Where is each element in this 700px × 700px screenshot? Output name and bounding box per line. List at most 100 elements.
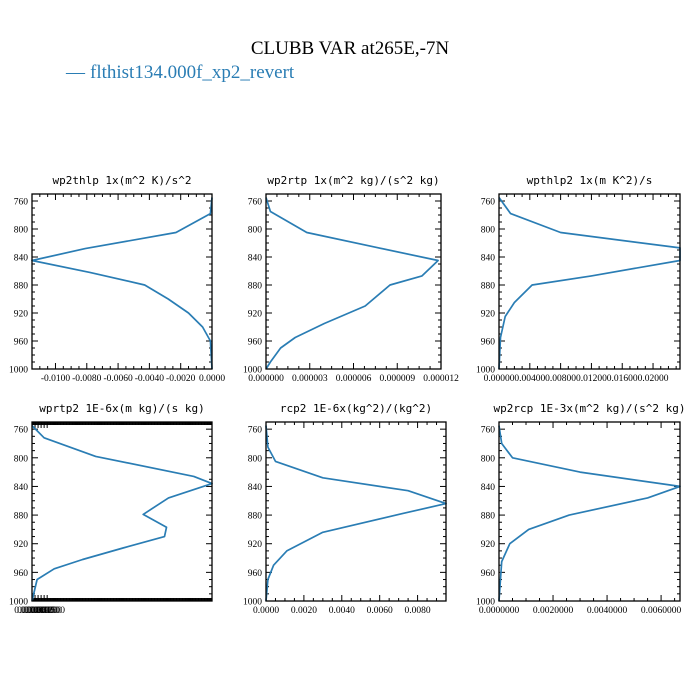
y-tick-label: 960 (14, 338, 29, 348)
chart-panel-2: wp2rtp 1x(m^2 kg)/(s^2 kg) 760 800 840 880 92… (243, 174, 459, 384)
y-tick-label: 1000 (9, 366, 28, 376)
x-tick-label: 0.000012 (423, 374, 459, 384)
panel-title: wp2thlp 1x(m^2 K)/s^2 (52, 174, 191, 187)
y-tick-label: 1000 (476, 598, 495, 608)
x-tick-label: 0.0040000 (587, 606, 628, 616)
x-tick-label: -0.0020 (166, 374, 196, 384)
x-tick-label: -0.0080 (72, 374, 102, 384)
x-tick-label: 0.0060 (367, 606, 393, 616)
chart-panel-3: wpthlp2 1x(m K^2)/s 760 800 840 880 920 960 100… (476, 174, 681, 384)
y-tick-label: 760 (481, 198, 496, 208)
y-tick-label: 840 (248, 254, 263, 264)
y-tick-label: 960 (481, 569, 496, 579)
legend-line-marker: — (65, 62, 86, 83)
series-line-1 (498, 425, 681, 602)
x-tick-label: 0.001500 (29, 606, 65, 616)
y-tick-label: 960 (14, 569, 29, 579)
plot-frame (498, 421, 681, 602)
x-tick-label: 0.0080 (405, 606, 431, 616)
y-tick-label: 880 (248, 512, 263, 522)
plot-frame (31, 421, 213, 602)
panel-title: wp2rtp 1x(m^2 kg)/(s^2 kg) (267, 174, 439, 187)
y-tick-label: 920 (481, 310, 496, 320)
y-tick-label: 920 (248, 310, 263, 320)
y-tick-label: 840 (14, 254, 29, 264)
y-tick-label: 760 (248, 426, 263, 436)
panel-title: wpthlp2 1x(m K^2)/s (527, 174, 653, 187)
y-tick-label: 840 (14, 483, 29, 493)
x-tick-label: 0.0060000 (641, 606, 682, 616)
x-tick-label: 0.00400 (514, 374, 545, 384)
y-tick-label: 1000 (476, 366, 495, 376)
panel-title: wprtp2 1E-6x(m kg)/(s kg) (39, 402, 205, 415)
series-line-1 (265, 197, 439, 370)
y-tick-label: 920 (248, 540, 263, 550)
x-tick-label: 0.00800 (545, 374, 576, 384)
y-tick-label: 960 (248, 569, 263, 579)
x-tick-label: 0.0000000 (479, 606, 520, 616)
y-tick-label: 760 (14, 198, 29, 208)
series-line-1 (31, 425, 213, 602)
x-tick-label: 0.02000 (638, 374, 669, 384)
y-tick-label: 760 (481, 426, 496, 436)
y-tick-label: 800 (481, 226, 496, 236)
figure-legend: — flthist134.000f_xp2_revert (65, 62, 295, 83)
x-tick-label: 0.000009 (379, 374, 415, 384)
x-tick-label: 0.0020000 (533, 606, 574, 616)
y-tick-label: 880 (14, 282, 29, 292)
plot-frame (265, 421, 447, 602)
y-tick-label: 880 (481, 512, 496, 522)
y-tick-label: 960 (481, 338, 496, 348)
chart-panel-1: wp2thlp 1x(m^2 K)/s^2 760 800 840 880 920 960 1… (9, 174, 225, 384)
y-tick-label: 840 (248, 483, 263, 493)
series-line-1 (498, 197, 681, 370)
plot-frame (265, 193, 442, 370)
y-tick-label: 960 (248, 338, 263, 348)
x-tick-label: -0.0060 (103, 374, 133, 384)
y-tick-label: 880 (248, 282, 263, 292)
y-tick-label: 840 (481, 483, 496, 493)
y-tick-label: 880 (14, 512, 29, 522)
x-tick-label: 0.0000 (199, 374, 225, 384)
x-tick-label: 0.00000 (484, 374, 515, 384)
plot-frame (31, 193, 213, 370)
x-tick-label: 0.000003 (292, 374, 328, 384)
y-tick-label: 1000 (9, 598, 28, 608)
x-tick-label: 0.000300 (17, 606, 53, 616)
x-tick-label: 0.000000 (14, 606, 50, 616)
x-tick-label: 0.000000 (248, 374, 284, 384)
panel-grid: wp2thlp 1x(m^2 K)/s^2 760 800 840 880 920 960 1… (9, 174, 686, 616)
x-tick-label: -0.0100 (41, 374, 71, 384)
series-line-1 (265, 425, 447, 602)
x-tick-label: 0.000006 (336, 374, 372, 384)
y-tick-label: 920 (481, 540, 496, 550)
x-tick-label: 0.001200 (26, 606, 62, 616)
x-tick-label: -0.0040 (135, 374, 165, 384)
y-tick-label: 800 (248, 226, 263, 236)
y-tick-label: 920 (14, 310, 29, 320)
y-tick-label: 800 (14, 226, 29, 236)
y-tick-label: 800 (248, 454, 263, 464)
y-tick-label: 1000 (243, 598, 262, 608)
figure-title: CLUBB VAR at265E,-7N (251, 38, 450, 59)
x-tick-label: 0.0020 (291, 606, 317, 616)
x-tick-label: 0.01200 (576, 374, 607, 384)
chart-panel-4: wprtp2 1E-6x(m kg)/(s kg) 760 800 840 880 920… (9, 402, 213, 616)
x-tick-label: 0.000900 (23, 606, 59, 616)
legend-label: flthist134.000f_xp2_revert (90, 62, 295, 83)
panel-title: rcp2 1E-6x(kg^2)/(kg^2) (280, 402, 432, 415)
y-tick-label: 880 (481, 282, 496, 292)
series-line-1 (31, 197, 213, 370)
panel-title: wp2rcp 1E-3x(m^2 kg)/(s^2 kg) (493, 402, 685, 415)
x-tick-label: 0.01600 (607, 374, 638, 384)
y-tick-label: 800 (14, 454, 29, 464)
y-tick-label: 760 (248, 198, 263, 208)
y-tick-label: 1000 (243, 366, 262, 376)
chart-panel-6: wp2rcp 1E-3x(m^2 kg)/(s^2 kg) 760 800 840 88… (476, 402, 686, 616)
x-tick-label: 0.0040 (329, 606, 355, 616)
x-tick-label: 0.000600 (20, 606, 56, 616)
y-tick-label: 840 (481, 254, 496, 264)
x-tick-label: 0.0000 (253, 606, 279, 616)
y-tick-label: 920 (14, 540, 29, 550)
